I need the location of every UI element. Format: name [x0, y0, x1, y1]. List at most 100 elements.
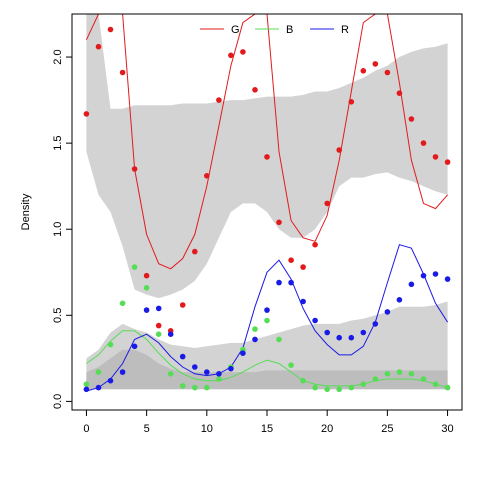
legend-label-r: R	[341, 24, 349, 36]
point-b-5	[143, 285, 150, 291]
point-r-5	[143, 307, 150, 313]
point-g-0	[83, 111, 90, 117]
y-tick-label: 1.5	[52, 135, 64, 150]
point-g-13	[240, 49, 246, 55]
point-g-18	[300, 264, 306, 270]
series-lines	[85, 14, 449, 392]
point-g-22	[348, 99, 355, 105]
point-g-9	[192, 248, 198, 255]
point-g-5	[143, 272, 150, 279]
point-r-24	[372, 321, 379, 327]
point-g-8	[179, 302, 186, 308]
point-g-3	[119, 69, 126, 76]
point-r-13	[240, 350, 246, 357]
point-r-7	[167, 331, 174, 338]
x-tick-label: 15	[261, 423, 273, 435]
point-g-16	[276, 219, 282, 226]
point-b-4	[131, 264, 138, 270]
point-r-8	[179, 353, 186, 360]
point-r-14	[252, 336, 258, 343]
point-g-20	[324, 200, 331, 207]
point-g-6	[155, 322, 162, 329]
point-b-6	[155, 331, 162, 338]
y-tick-label: 1.0	[52, 222, 64, 237]
point-r-11	[216, 371, 222, 377]
point-g-19	[312, 241, 318, 248]
point-b-19	[312, 384, 318, 391]
point-g-17	[288, 257, 294, 264]
point-g-12	[228, 52, 234, 59]
point-r-12	[228, 365, 234, 372]
point-b-26	[396, 369, 403, 375]
point-g-26	[396, 90, 403, 96]
band-dark	[86, 349, 448, 390]
series-line-r	[86, 244, 449, 392]
y-axis: 0.0 0.5 1.0 1.5 2.0	[52, 49, 73, 409]
point-r-10	[204, 369, 210, 375]
point-r-26	[396, 297, 403, 303]
point-r-23	[360, 329, 367, 336]
point-b-10	[204, 384, 210, 391]
point-g-2	[107, 26, 114, 33]
point-g-23	[360, 68, 367, 74]
x-tick-label: 25	[381, 423, 393, 435]
point-b-17	[288, 362, 294, 369]
y-tick-label: 2.0	[52, 49, 64, 64]
legend-label-b: B	[286, 24, 293, 36]
point-g-10	[204, 173, 210, 179]
x-tick-label: 0	[83, 423, 89, 435]
point-b-14	[252, 326, 258, 332]
point-b-18	[300, 377, 306, 384]
point-r-27	[408, 281, 415, 288]
x-tick-label: 30	[441, 423, 453, 435]
point-g-28	[420, 140, 427, 146]
point-r-2	[107, 377, 114, 384]
y-tick-label: 0.5	[52, 308, 64, 323]
point-r-19	[312, 317, 318, 324]
point-r-25	[384, 309, 391, 315]
point-g-29	[432, 154, 439, 160]
point-b-11	[216, 376, 222, 382]
series-points	[83, 26, 451, 393]
y-tick-label: 0.0	[52, 394, 64, 409]
point-b-29	[432, 381, 439, 388]
point-r-6	[155, 305, 162, 312]
point-g-14	[252, 87, 258, 93]
x-tick-label: 5	[144, 423, 150, 435]
legend-label-g: G	[231, 24, 240, 36]
point-r-1	[95, 384, 102, 391]
point-g-11	[216, 97, 222, 103]
point-b-7	[167, 371, 174, 377]
point-r-22	[348, 334, 355, 341]
series-line-g	[85, 14, 448, 270]
point-b-9	[192, 384, 198, 391]
point-b-25	[384, 371, 391, 377]
point-r-17	[288, 279, 294, 286]
point-b-28	[420, 376, 427, 382]
point-r-15	[264, 307, 270, 313]
point-b-8	[179, 383, 186, 389]
x-tick-label: 20	[321, 423, 333, 435]
point-g-21	[336, 147, 343, 153]
point-b-15	[264, 317, 270, 324]
point-g-30	[444, 159, 451, 165]
band-lower	[86, 301, 448, 390]
point-r-21	[336, 334, 343, 341]
point-b-21	[336, 386, 343, 393]
y-axis-label: Density	[20, 193, 32, 230]
point-g-1	[95, 43, 102, 50]
point-b-2	[107, 341, 114, 348]
point-r-20	[324, 329, 331, 336]
x-axis: 0 5 10 15 20 25 30	[83, 409, 454, 435]
point-b-30	[444, 384, 451, 391]
point-r-18	[300, 298, 306, 305]
series-line-b	[86, 330, 448, 389]
point-b-3	[119, 300, 126, 307]
point-g-24	[372, 61, 379, 67]
point-r-4	[131, 343, 138, 350]
point-r-28	[420, 272, 427, 279]
point-r-16	[276, 279, 282, 286]
point-g-15	[264, 154, 270, 160]
